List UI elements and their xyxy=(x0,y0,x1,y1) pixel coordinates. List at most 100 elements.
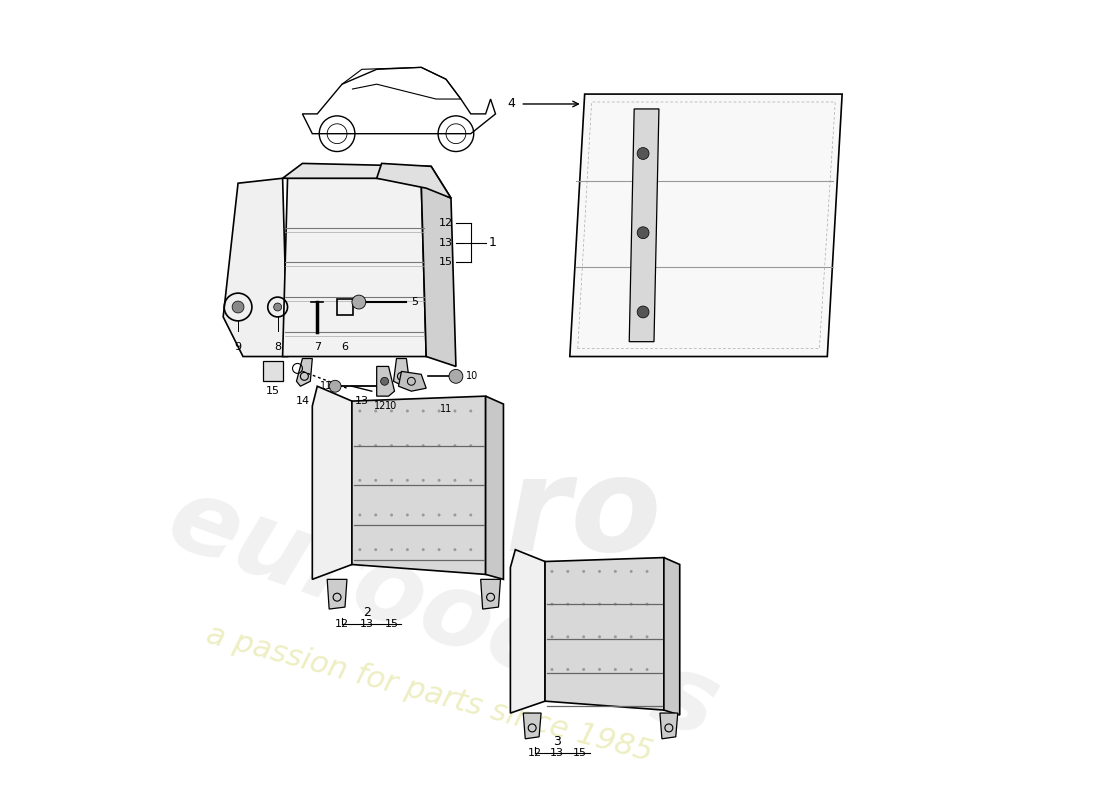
Circle shape xyxy=(470,514,472,517)
Text: 1: 1 xyxy=(488,236,496,249)
Circle shape xyxy=(614,602,617,606)
Circle shape xyxy=(646,635,649,638)
Circle shape xyxy=(359,479,361,482)
Circle shape xyxy=(438,514,441,517)
Polygon shape xyxy=(223,178,287,357)
Text: 9: 9 xyxy=(234,342,242,352)
Circle shape xyxy=(359,410,361,413)
Circle shape xyxy=(470,444,472,447)
Circle shape xyxy=(374,548,377,551)
Circle shape xyxy=(390,410,393,413)
Circle shape xyxy=(359,514,361,517)
Circle shape xyxy=(329,380,341,392)
Polygon shape xyxy=(312,386,352,579)
Circle shape xyxy=(449,370,463,383)
Circle shape xyxy=(629,635,632,638)
Circle shape xyxy=(470,479,472,482)
Polygon shape xyxy=(376,163,451,198)
Circle shape xyxy=(453,548,456,551)
Circle shape xyxy=(406,514,409,517)
Text: eurooeles: eurooeles xyxy=(154,468,732,760)
Circle shape xyxy=(390,514,393,517)
Text: a passion for parts since 1985: a passion for parts since 1985 xyxy=(204,619,657,767)
Circle shape xyxy=(598,668,601,671)
Text: 5: 5 xyxy=(411,297,418,307)
Text: 15: 15 xyxy=(439,258,453,267)
Circle shape xyxy=(598,570,601,573)
Text: 11: 11 xyxy=(320,382,332,391)
Circle shape xyxy=(614,570,617,573)
Text: 11: 11 xyxy=(440,404,452,414)
Circle shape xyxy=(406,548,409,551)
Circle shape xyxy=(352,295,366,309)
Circle shape xyxy=(614,668,617,671)
Text: 15: 15 xyxy=(385,619,398,629)
Circle shape xyxy=(646,602,649,606)
Text: 12: 12 xyxy=(336,619,349,629)
Circle shape xyxy=(453,479,456,482)
Polygon shape xyxy=(376,366,395,396)
Circle shape xyxy=(406,410,409,413)
Circle shape xyxy=(374,444,377,447)
Polygon shape xyxy=(421,183,455,366)
Circle shape xyxy=(470,410,472,413)
Circle shape xyxy=(598,602,601,606)
Polygon shape xyxy=(544,558,664,710)
Circle shape xyxy=(453,444,456,447)
Circle shape xyxy=(438,444,441,447)
Text: 12: 12 xyxy=(439,218,453,228)
Text: 13: 13 xyxy=(355,396,368,406)
Circle shape xyxy=(550,602,553,606)
Text: 13: 13 xyxy=(550,748,564,758)
Circle shape xyxy=(421,548,425,551)
Circle shape xyxy=(406,444,409,447)
Circle shape xyxy=(629,668,632,671)
Circle shape xyxy=(438,548,441,551)
Circle shape xyxy=(582,570,585,573)
Circle shape xyxy=(637,147,649,159)
Circle shape xyxy=(374,514,377,517)
Circle shape xyxy=(421,444,425,447)
Circle shape xyxy=(566,635,570,638)
Text: 15: 15 xyxy=(266,386,279,396)
Circle shape xyxy=(566,668,570,671)
Text: 12: 12 xyxy=(528,748,542,758)
Circle shape xyxy=(582,668,585,671)
Polygon shape xyxy=(283,178,426,357)
Circle shape xyxy=(646,570,649,573)
Polygon shape xyxy=(263,362,283,382)
Circle shape xyxy=(390,479,393,482)
Circle shape xyxy=(374,410,377,413)
Circle shape xyxy=(406,479,409,482)
Circle shape xyxy=(274,303,282,311)
Polygon shape xyxy=(570,94,843,357)
Circle shape xyxy=(453,514,456,517)
Circle shape xyxy=(582,635,585,638)
Polygon shape xyxy=(629,109,659,342)
Circle shape xyxy=(614,635,617,638)
Circle shape xyxy=(646,668,649,671)
Circle shape xyxy=(470,548,472,551)
Circle shape xyxy=(381,378,388,386)
Text: 13: 13 xyxy=(439,238,453,248)
Circle shape xyxy=(390,548,393,551)
Circle shape xyxy=(421,479,425,482)
Text: 4: 4 xyxy=(507,98,515,110)
Circle shape xyxy=(566,570,570,573)
Polygon shape xyxy=(481,579,500,609)
Polygon shape xyxy=(660,713,678,739)
Polygon shape xyxy=(297,358,312,386)
Circle shape xyxy=(550,668,553,671)
Text: 14: 14 xyxy=(295,396,309,406)
Circle shape xyxy=(390,444,393,447)
Text: 13: 13 xyxy=(360,619,374,629)
Circle shape xyxy=(438,410,441,413)
Polygon shape xyxy=(283,163,451,198)
Polygon shape xyxy=(394,358,409,386)
Text: 7: 7 xyxy=(314,342,321,352)
Text: 3: 3 xyxy=(553,735,561,748)
Circle shape xyxy=(421,514,425,517)
Circle shape xyxy=(438,479,441,482)
Polygon shape xyxy=(398,371,426,391)
Text: euro: euro xyxy=(322,451,661,578)
